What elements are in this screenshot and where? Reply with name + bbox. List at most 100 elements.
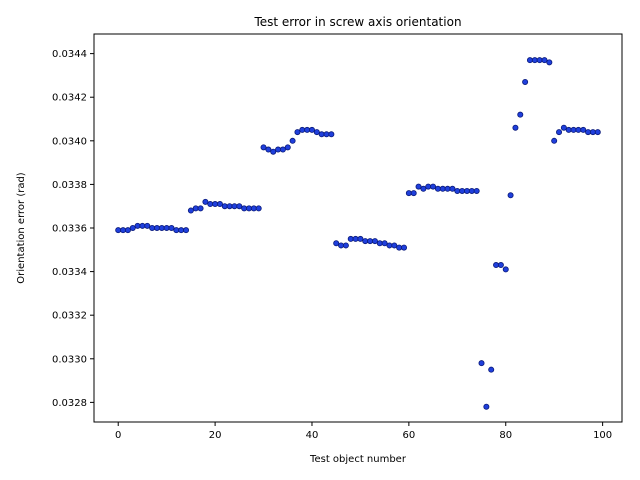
x-axis-label: Test object number: [309, 454, 407, 465]
data-point: [139, 222, 146, 229]
x-tick-label: 0: [115, 430, 121, 441]
data-point: [183, 227, 190, 234]
data-point: [318, 131, 325, 138]
data-point: [304, 126, 311, 133]
chart-title: Test error in screw axis orientation: [253, 15, 461, 29]
x-tick-label: 100: [593, 430, 612, 441]
data-point: [410, 190, 417, 197]
data-point: [594, 129, 601, 136]
data-point: [439, 185, 446, 192]
data-point: [386, 242, 393, 249]
y-tick-label: 0.0342: [52, 93, 87, 104]
x-tick-label: 20: [209, 430, 222, 441]
data-point: [415, 183, 422, 190]
x-axis: 0 20 40 60 80 100: [115, 422, 612, 441]
data-points: [115, 57, 601, 410]
data-point: [207, 201, 214, 208]
data-point: [434, 185, 441, 192]
data-point: [250, 205, 257, 212]
data-point: [405, 190, 412, 197]
data-point: [560, 124, 567, 131]
data-point: [212, 201, 219, 208]
data-point: [425, 183, 432, 190]
y-axis-label: Orientation error (rad): [16, 172, 27, 284]
data-point: [129, 224, 136, 231]
data-point: [357, 235, 364, 242]
data-point: [163, 224, 170, 231]
data-point: [420, 185, 427, 192]
data-point: [221, 203, 228, 210]
data-point: [299, 126, 306, 133]
data-point: [197, 205, 204, 212]
data-point: [589, 129, 596, 136]
y-tick-label: 0.0338: [52, 180, 87, 191]
data-point: [342, 242, 349, 249]
data-point: [275, 146, 282, 153]
data-point: [192, 205, 199, 212]
data-point: [459, 187, 466, 194]
data-point: [308, 126, 315, 133]
data-point: [265, 146, 272, 153]
data-point: [473, 187, 480, 194]
data-point: [493, 262, 500, 269]
data-point: [352, 235, 359, 242]
data-point: [241, 205, 248, 212]
y-tick-label: 0.0340: [52, 136, 87, 147]
data-point: [517, 111, 524, 118]
data-point: [430, 183, 437, 190]
data-point: [236, 203, 243, 210]
data-point: [323, 131, 330, 138]
data-point: [153, 224, 160, 231]
data-point: [187, 207, 194, 214]
data-point: [168, 224, 175, 231]
data-point: [585, 129, 592, 136]
data-point: [376, 240, 383, 247]
data-point: [468, 187, 475, 194]
data-point: [502, 266, 509, 273]
data-point: [478, 360, 485, 367]
y-tick-label: 0.0336: [52, 224, 87, 235]
data-point: [347, 235, 354, 242]
data-point: [526, 57, 533, 64]
data-point: [488, 366, 495, 373]
data-point: [284, 144, 291, 151]
data-point: [255, 205, 262, 212]
data-point: [115, 227, 122, 234]
data-point: [371, 238, 378, 245]
data-point: [144, 222, 151, 229]
data-point: [570, 126, 577, 133]
y-tick-label: 0.0334: [52, 267, 87, 278]
y-tick-label: 0.0328: [52, 398, 87, 409]
data-point: [260, 144, 267, 151]
data-point: [120, 227, 127, 234]
data-point: [536, 57, 543, 64]
data-point: [226, 203, 233, 210]
data-point: [444, 185, 451, 192]
data-point: [294, 129, 301, 136]
data-point: [497, 262, 504, 269]
data-point: [507, 192, 514, 199]
data-point: [396, 244, 403, 251]
data-point: [313, 129, 320, 136]
data-point: [362, 238, 369, 245]
data-point: [158, 224, 165, 231]
data-point: [565, 126, 572, 133]
data-point: [541, 57, 548, 64]
data-point: [338, 242, 345, 249]
x-tick-label: 60: [402, 430, 415, 441]
data-point: [449, 185, 456, 192]
data-point: [367, 238, 374, 245]
y-tick-label: 0.0344: [52, 49, 87, 60]
x-tick-label: 40: [306, 430, 319, 441]
data-point: [575, 126, 582, 133]
data-point: [149, 224, 156, 231]
data-point: [381, 240, 388, 247]
data-point: [551, 137, 558, 144]
data-point: [580, 126, 587, 133]
data-point: [279, 146, 286, 153]
data-point: [333, 240, 340, 247]
data-point: [246, 205, 253, 212]
data-point: [401, 244, 408, 251]
data-point: [483, 403, 490, 410]
data-point: [124, 227, 131, 234]
